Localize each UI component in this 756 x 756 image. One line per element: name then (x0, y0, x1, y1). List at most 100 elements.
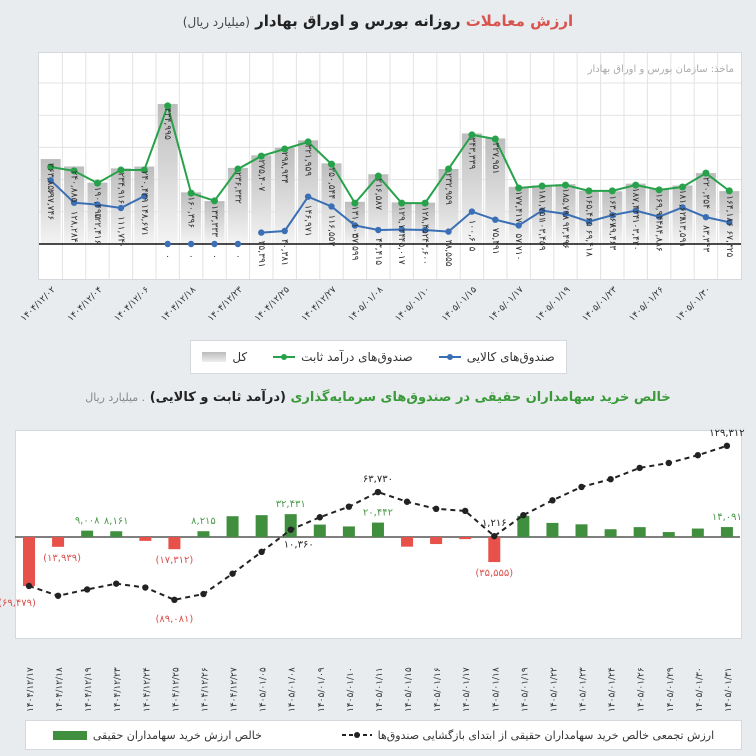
x-tick-label: ۱۴۰۵/۰۱/۰۵ (259, 667, 269, 712)
total-bar (391, 202, 412, 244)
cumulative-point (345, 503, 353, 510)
total-value-label: ۳۲۷,۹۵۱ (490, 142, 500, 174)
net-buy-bar (313, 524, 326, 537)
total-bar (695, 173, 716, 244)
top-legend: صندوق‌های کالایی صندوق‌های درآمد ثابت کل (190, 340, 567, 374)
total-value-label: ۲۳۶,۳۳۲ (232, 172, 242, 204)
total-bar (251, 155, 272, 244)
fixed-income-point (655, 186, 663, 194)
commodity-value-label: ۸۹,۴۶۳ (607, 223, 617, 250)
bottom-chart-title: خالص خرید سهامداران حقیقی در صندوق‌های س… (0, 390, 756, 405)
commodity-value-label: ۰ (209, 254, 219, 259)
commodity-point (515, 222, 522, 229)
cumulative-point (113, 580, 120, 587)
net-value-label: (۱۳,۹۳۹) (43, 553, 81, 564)
commodity-point (141, 192, 148, 200)
net-buy-bar (197, 531, 210, 537)
fixed-income-point (725, 187, 733, 195)
commodity-value-label: ۱۱۳,۵۹۱ (677, 215, 687, 247)
x-tick-label: ۱۴۰۵/۰۱/۲۴ (608, 667, 618, 712)
total-bar (181, 192, 202, 244)
total-value-label: ۲۵۰,۵۴۴ (326, 167, 336, 199)
commodity-value-label: ۴۳,۶۰۰ (420, 238, 430, 265)
cumulative-point (374, 488, 382, 496)
x-tick-label: ۱۴۰۵/۰۱/۲۹ (666, 667, 676, 712)
commodity-point (328, 203, 335, 210)
fixed-income-point (374, 172, 382, 180)
fixed-income-point (679, 183, 686, 191)
net-value-label: (۱۷,۳۱۲) (155, 555, 193, 566)
total-bar (157, 103, 178, 244)
net-sell-bar (459, 537, 472, 540)
total-value-label: ۱۷۷,۴۱۷ (513, 191, 523, 223)
total-bar (719, 191, 740, 244)
net-value-label: ۳۲,۴۳۱ (276, 499, 306, 510)
legend-total: کل (202, 350, 247, 364)
cumulative-point (694, 452, 702, 459)
cumulative-point (578, 483, 585, 491)
net-buy-bar (226, 516, 239, 537)
x-tick-label: ۱۴۰۵/۰۱/۳۰ (674, 285, 713, 324)
cumulative-point (723, 442, 731, 450)
title-highlight: ارزش معاملات (465, 12, 574, 30)
cumulative-point (54, 592, 62, 599)
fixed-income-point (491, 135, 499, 143)
x-tick-label: ۱۴۰۴/۱۲/۰۴ (66, 285, 105, 324)
commodity-point (94, 201, 101, 208)
cumulative-point (549, 497, 556, 504)
net-value-label: ۸,۱۶۱ (104, 516, 129, 527)
legend-fixed-income: صندوق‌های درآمد ثابت (273, 350, 413, 364)
legend-label: کل (232, 350, 248, 364)
legend-label: خالص ارزش خرید سهامداران حقیقی (92, 728, 262, 742)
commodity-point (234, 240, 242, 248)
top-chart-title: ارزش معاملات روزانه بورس و اوراق بهادار … (0, 12, 756, 30)
total-value-label: ۲۹۸,۹۳۴ (279, 152, 289, 184)
source-note: ماخذ: سازمان بورس و اوراق بهادار (587, 64, 734, 75)
cumulative-point (316, 514, 323, 521)
x-tick-label: ۱۴۰۴/۱۲/۲۶ (200, 667, 210, 712)
x-tick-label: ۱۴۰۵/۰۱/۰۹ (317, 667, 327, 712)
commodity-point (609, 211, 616, 219)
net-sell-bar (488, 537, 501, 563)
total-value-label: ۱۳۱,۱۰۳ (349, 206, 359, 238)
total-bar (438, 168, 459, 244)
commodity-value-label: ۱۴۶,۹۷۱ (303, 205, 313, 237)
x-tick-label: ۱۴۰۴/۱۲/۱۸ (160, 285, 199, 324)
title-unit: . میلیارد ریال (85, 391, 146, 404)
x-tick-label: ۱۴۰۴/۱۲/۰۶ (113, 285, 152, 324)
fixed-income-point (234, 165, 242, 173)
bar-swatch-icon (52, 730, 87, 740)
cumulative-point (229, 570, 236, 577)
x-tick-label: ۱۴۰۴/۱۲/۲۳ (113, 667, 123, 712)
fixed-income-point (281, 145, 289, 153)
bar-swatch-icon (202, 352, 227, 362)
total-value-label: ۱۶۳,۷۶۷ (607, 195, 617, 227)
total-bar (508, 186, 529, 244)
title-bold: (درآمد ثابت و کالایی) (149, 390, 286, 405)
commodity-value-label: ۱۱۶,۵۵۳ (326, 214, 336, 246)
total-value-label: ۲۳۴,۹۱۶ (115, 172, 125, 204)
fixed-income-point (515, 184, 523, 192)
x-tick-label: ۱۴۰۴/۱۲/۱۷ (26, 667, 36, 712)
net-buy-bar (81, 530, 94, 537)
x-tick-label: ۱۴۰۵/۰۱/۱۰ (394, 285, 433, 324)
cumulative-value-label: ۱,۲۱۶ (482, 518, 507, 529)
x-tick-label: ۱۴۰۵/۰۱/۱۵ (404, 667, 414, 712)
net-buy-bar (517, 515, 530, 537)
total-value-label: ۱۲۹,۱۳۴ (396, 206, 406, 238)
x-tick-label: ۱۴۰۴/۱۲/۱۹ (84, 667, 94, 712)
fixed-income-point (328, 160, 335, 168)
total-value-label: ۳۲۱,۹۵۹ (303, 144, 313, 176)
total-value-label: ۴۳۴,۹۹۵ (162, 108, 172, 140)
fixed-income-point (351, 199, 359, 207)
commodity-point (47, 177, 54, 184)
cumulative-value-label: (۸۹,۰۸۱) (155, 614, 193, 625)
total-value-label: ۱۸۵,۷۹۸ (560, 188, 570, 220)
dashed-line-icon (341, 732, 372, 738)
total-bar (87, 182, 108, 244)
net-buy-bar (633, 527, 646, 537)
cumulative-point (258, 548, 265, 556)
commodity-point (187, 240, 195, 248)
net-sell-bar (52, 537, 65, 547)
commodity-value-label: ۱۰۰,۶۰۵ (466, 220, 476, 252)
